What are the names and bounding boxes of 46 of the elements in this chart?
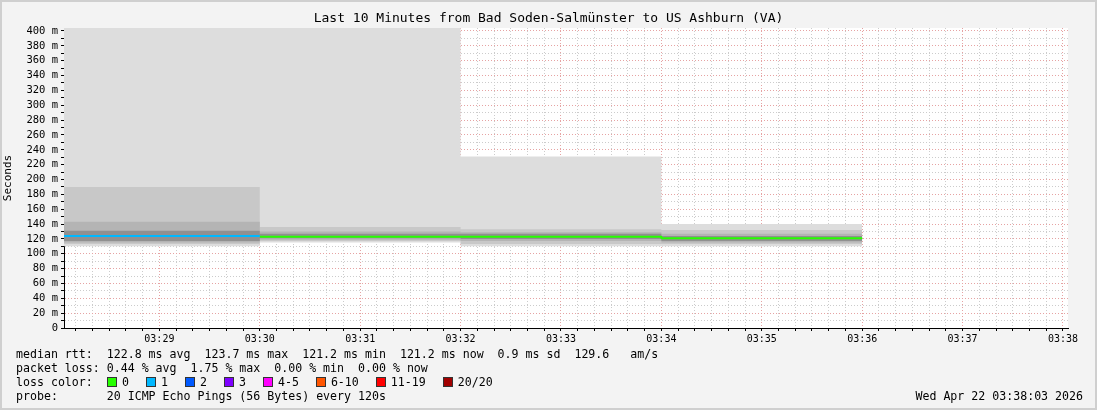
y-tick-label: 320 m — [26, 83, 58, 96]
legend-label: 2 — [199, 375, 207, 389]
y-axis-title: Seconds — [1, 154, 15, 202]
x-tick-label: 03:31 — [345, 332, 376, 344]
y-tick-label: 160 m — [26, 201, 58, 214]
y-tick-label: 200 m — [26, 172, 58, 185]
x-tick-label: 03:36 — [847, 332, 878, 344]
y-tick-label: 400 m — [26, 23, 58, 36]
legend-label: 3 — [238, 375, 246, 389]
x-tick-label: 03:38 — [1047, 332, 1079, 344]
text: Wed Apr 22 03:38:03 2026 — [915, 389, 1083, 403]
legend-label: 4-5 — [277, 375, 299, 389]
x-tick-label: 03:30 — [244, 332, 275, 344]
legend-label: 0 — [122, 375, 129, 389]
text: packet loss: 0.44 % avg 1.75 % max 0.00 % min 0.00 % now — [16, 361, 429, 375]
legend-label: 11-19 — [390, 375, 426, 389]
y-tick-label: 300 m — [26, 97, 58, 110]
text: probe: 20 ICMP Echo Pings (56 Bytes) every 120s — [16, 389, 386, 403]
legend-label: 20/20 — [457, 375, 493, 389]
y-tick-label: 220 m — [26, 157, 58, 170]
y-tick-label: 20 m — [32, 305, 58, 318]
legend-label: 6-10 — [330, 375, 359, 389]
legend-label: 1 — [160, 375, 168, 389]
y-tick-label: 380 m — [26, 38, 58, 51]
y-tick-label: 40 m — [32, 291, 58, 304]
x-tick-label: 03:37 — [947, 332, 978, 344]
text: median rtt: 122.8 ms avg 123.7 ms max 121.2 ms min 121.2 ms now 0.9 ms sd 129.6 am/s — [16, 347, 660, 361]
y-tick-label: 140 m — [26, 216, 58, 229]
x-tick-label: 03:33 — [545, 332, 577, 344]
legend-title: loss color: — [16, 375, 94, 389]
y-tick-label: 260 m — [26, 127, 58, 140]
y-tick-label: 120 m — [26, 231, 58, 244]
y-tick-label: 60 m — [32, 276, 58, 289]
y-tick-label: 0 — [51, 320, 58, 333]
y-tick-label: 360 m — [26, 53, 58, 66]
x-tick-label: 03:34 — [646, 332, 677, 344]
y-tick-label: 180 m — [26, 187, 58, 200]
y-tick-label: 280 m — [26, 112, 58, 125]
x-tick-label: 03:35 — [746, 332, 777, 344]
x-tick-label: 03:29 — [144, 332, 175, 344]
chart-title: Last 10 Minutes from Bad Soden-Salmünster to US Ashburn (VA) — [313, 10, 784, 25]
x-tick-label: 03:32 — [445, 332, 476, 344]
y-tick-label: 340 m — [26, 68, 58, 81]
y-tick-label: 100 m — [26, 246, 58, 259]
y-tick-label: 240 m — [26, 142, 58, 155]
y-tick-label: 80 m — [32, 261, 58, 274]
